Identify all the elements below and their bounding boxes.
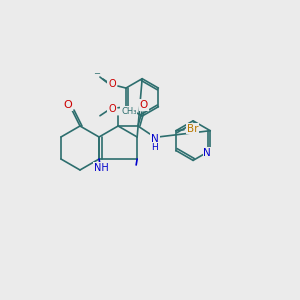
Text: O: O	[64, 100, 72, 110]
Text: CH₃: CH₃	[121, 106, 136, 116]
Text: H: H	[152, 142, 158, 152]
Text: O: O	[108, 104, 116, 114]
Text: O: O	[108, 79, 116, 89]
Text: O: O	[140, 100, 148, 110]
Text: ─: ─	[94, 69, 100, 77]
Text: NH: NH	[94, 163, 108, 173]
Text: Br: Br	[187, 124, 199, 134]
Text: N: N	[151, 134, 159, 144]
Text: N: N	[203, 148, 211, 158]
